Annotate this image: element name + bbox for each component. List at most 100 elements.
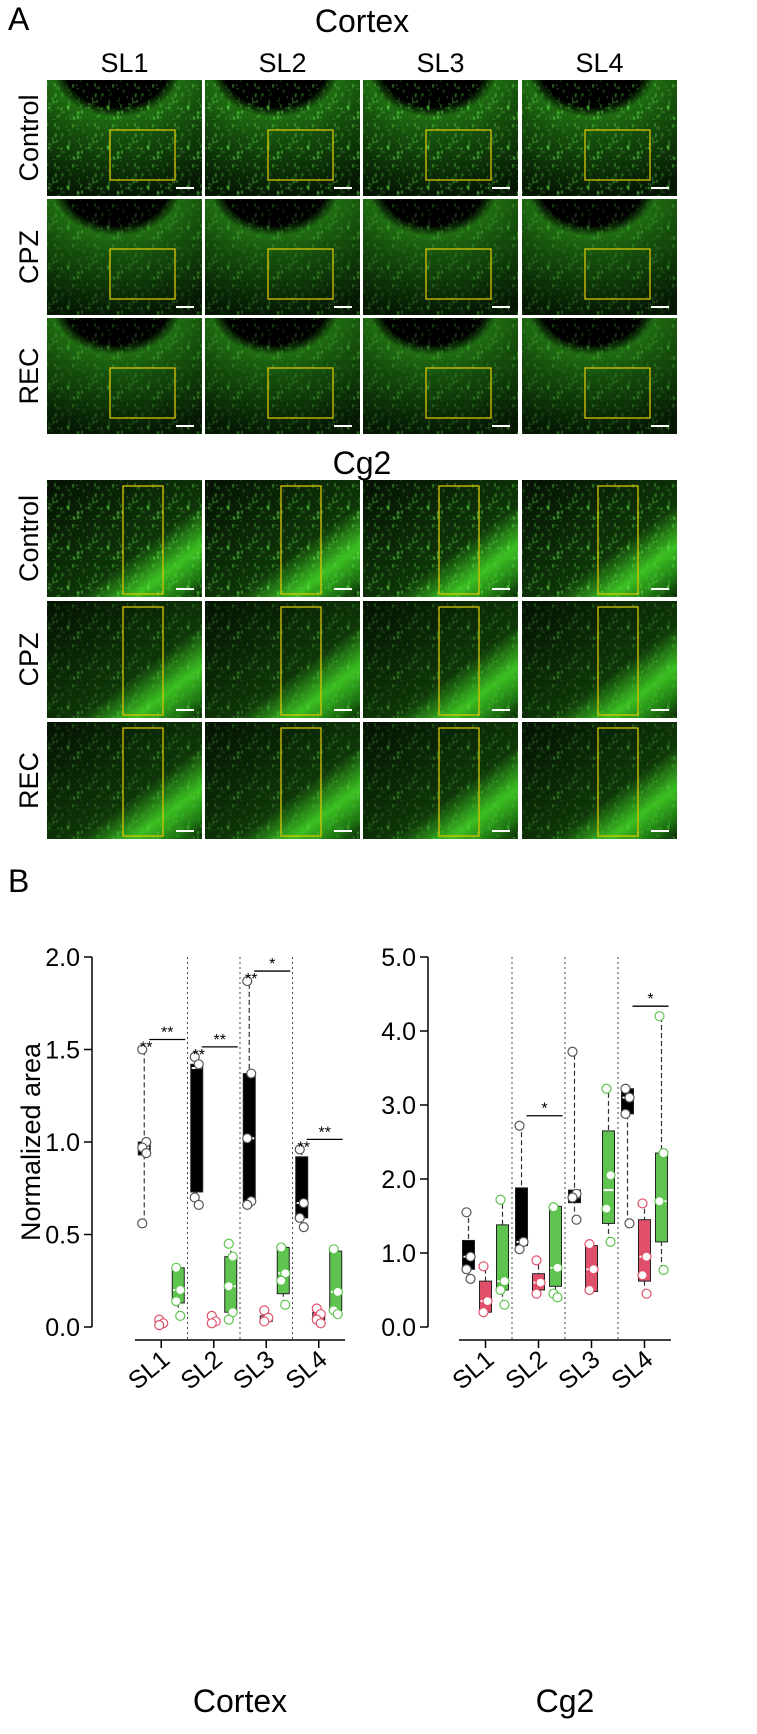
micrograph-texture	[363, 318, 518, 434]
data-point	[280, 1299, 291, 1310]
data-point	[641, 1251, 652, 1262]
box	[190, 1063, 204, 1193]
roi-box	[425, 129, 492, 181]
y-tick-label: 0.0	[45, 1314, 80, 1342]
y-tick-label: 2.0	[381, 1166, 416, 1194]
data-point	[601, 1203, 612, 1214]
data-point	[658, 1264, 669, 1276]
x-tick-label: SL2	[500, 1345, 552, 1395]
data-point	[465, 1251, 476, 1262]
roi-box	[109, 367, 176, 419]
data-point	[206, 1318, 217, 1329]
row-label: REC	[14, 347, 44, 404]
data-point	[495, 1194, 506, 1205]
roi-box	[267, 129, 334, 181]
data-point	[478, 1307, 489, 1318]
data-point	[175, 1284, 186, 1296]
data-point	[624, 1092, 635, 1103]
roi-box	[267, 367, 334, 419]
data-point	[227, 1251, 238, 1262]
x-tick-label: SL3	[228, 1345, 280, 1395]
data-point	[654, 1196, 665, 1207]
data-point	[246, 1068, 257, 1079]
x-tick-label: SL4	[281, 1345, 333, 1395]
data-point	[605, 1170, 616, 1181]
data-point	[461, 1264, 472, 1275]
column-label: SL3	[416, 48, 464, 78]
micrograph-texture	[363, 80, 518, 196]
micrograph-texture	[205, 199, 360, 315]
data-point	[193, 1059, 204, 1070]
micrograph-texture	[363, 199, 518, 315]
data-point	[514, 1244, 525, 1255]
section-title: Cg2	[333, 445, 392, 481]
data-point	[567, 1046, 578, 1057]
y-tick-label: 0.0	[381, 1314, 416, 1342]
y-tick-label: 1.0	[45, 1129, 80, 1157]
micrograph-texture	[522, 199, 677, 315]
data-point	[332, 1286, 343, 1297]
micrograph-texture	[47, 199, 202, 315]
data-point	[223, 1281, 234, 1292]
y-tick-label: 1.5	[45, 1037, 80, 1065]
data-point	[605, 1236, 616, 1248]
panel-label: A	[8, 1, 30, 37]
data-point	[624, 1218, 635, 1229]
x-tick-label: SL1	[447, 1345, 499, 1395]
data-point	[298, 1221, 309, 1233]
section-title: Cortex	[315, 3, 409, 39]
data-point	[499, 1276, 510, 1287]
micrograph-texture	[522, 722, 677, 839]
data-point	[535, 1277, 546, 1288]
y-tick-label: 2.0	[45, 944, 80, 972]
data-point	[637, 1270, 648, 1281]
data-point	[658, 1147, 669, 1159]
box	[638, 1219, 651, 1282]
roi-box	[597, 485, 639, 595]
data-point	[601, 1083, 612, 1094]
micrograph-texture	[363, 722, 518, 839]
significance: **	[193, 1047, 205, 1064]
micrograph-texture	[205, 722, 360, 839]
x-tick-label: SL1	[123, 1345, 175, 1395]
panel-label: B	[8, 863, 29, 899]
micrograph-texture	[363, 601, 518, 718]
row-label: CPZ	[14, 633, 44, 687]
x-tick-label: SL3	[553, 1345, 605, 1395]
data-point	[478, 1261, 489, 1272]
roi-box	[280, 485, 322, 595]
micrograph-texture	[522, 601, 677, 718]
significance: *	[541, 1101, 547, 1118]
data-point	[242, 1199, 253, 1211]
roi-box	[109, 248, 176, 300]
data-point	[482, 1295, 493, 1307]
data-point	[137, 1044, 148, 1055]
significance: **	[319, 1124, 331, 1141]
micrograph-texture	[47, 80, 202, 196]
data-point	[171, 1262, 182, 1273]
data-point	[531, 1255, 542, 1266]
data-point	[495, 1284, 506, 1296]
row-label: Control	[14, 495, 44, 582]
data-point	[567, 1192, 578, 1203]
data-point	[141, 1147, 152, 1159]
data-point	[620, 1083, 631, 1094]
significance: **	[140, 1040, 152, 1057]
roi-box	[267, 248, 334, 300]
data-point	[461, 1207, 472, 1218]
data-point	[193, 1199, 204, 1211]
data-point	[328, 1244, 339, 1255]
micrograph-texture	[205, 318, 360, 434]
data-point	[552, 1292, 563, 1303]
data-point	[620, 1108, 631, 1119]
micrograph-texture	[363, 480, 518, 597]
box	[549, 1205, 562, 1287]
box	[329, 1250, 343, 1311]
column-label: SL2	[258, 48, 306, 78]
micrograph-texture	[47, 722, 202, 839]
data-point	[294, 1212, 305, 1223]
micrograph-texture	[522, 318, 677, 434]
x-tick-label: SL4	[606, 1345, 658, 1395]
data-point	[332, 1308, 343, 1320]
